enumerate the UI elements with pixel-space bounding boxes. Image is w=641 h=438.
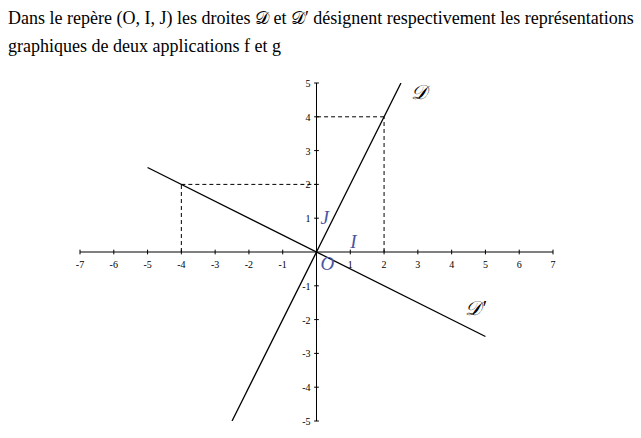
svg-text:5: 5 — [483, 259, 488, 270]
svg-text:6: 6 — [517, 259, 522, 270]
svg-text:-7: -7 — [76, 259, 84, 270]
svg-text:𝒟′: 𝒟′ — [465, 297, 486, 319]
svg-text:1: 1 — [306, 213, 311, 224]
svg-text:-3: -3 — [211, 259, 219, 270]
svg-text:2: 2 — [306, 179, 311, 190]
svg-text:-6: -6 — [110, 259, 118, 270]
svg-text:-4: -4 — [177, 259, 185, 270]
svg-text:𝒟: 𝒟 — [411, 81, 431, 103]
svg-text:3: 3 — [306, 146, 311, 157]
html-text:Dans le repère (O, I, J) les d: Dans le repère (O, I, J) les droites 𝒟 e… — [8, 8, 634, 56]
svg-text:5: 5 — [306, 78, 311, 89]
svg-text:2: 2 — [382, 259, 387, 270]
svg-text:-1: -1 — [279, 259, 287, 270]
svg-text:4: 4 — [449, 259, 454, 270]
svg-text:J: J — [321, 207, 331, 228]
svg-text:-3: -3 — [302, 348, 310, 359]
svg-text:-5: -5 — [302, 416, 310, 427]
svg-text:-5: -5 — [143, 259, 151, 270]
svg-text:I: I — [349, 231, 358, 252]
svg-text:4: 4 — [306, 112, 311, 123]
svg-text:3: 3 — [415, 259, 420, 270]
svg-text:1: 1 — [348, 259, 353, 270]
svg-text:-2: -2 — [302, 315, 310, 326]
svg-text:-1: -1 — [302, 281, 310, 292]
svg-text:-4: -4 — [302, 382, 310, 393]
svg-text:O: O — [321, 253, 335, 274]
svg-text:-2: -2 — [245, 259, 253, 270]
svg-text:7: 7 — [551, 259, 556, 270]
